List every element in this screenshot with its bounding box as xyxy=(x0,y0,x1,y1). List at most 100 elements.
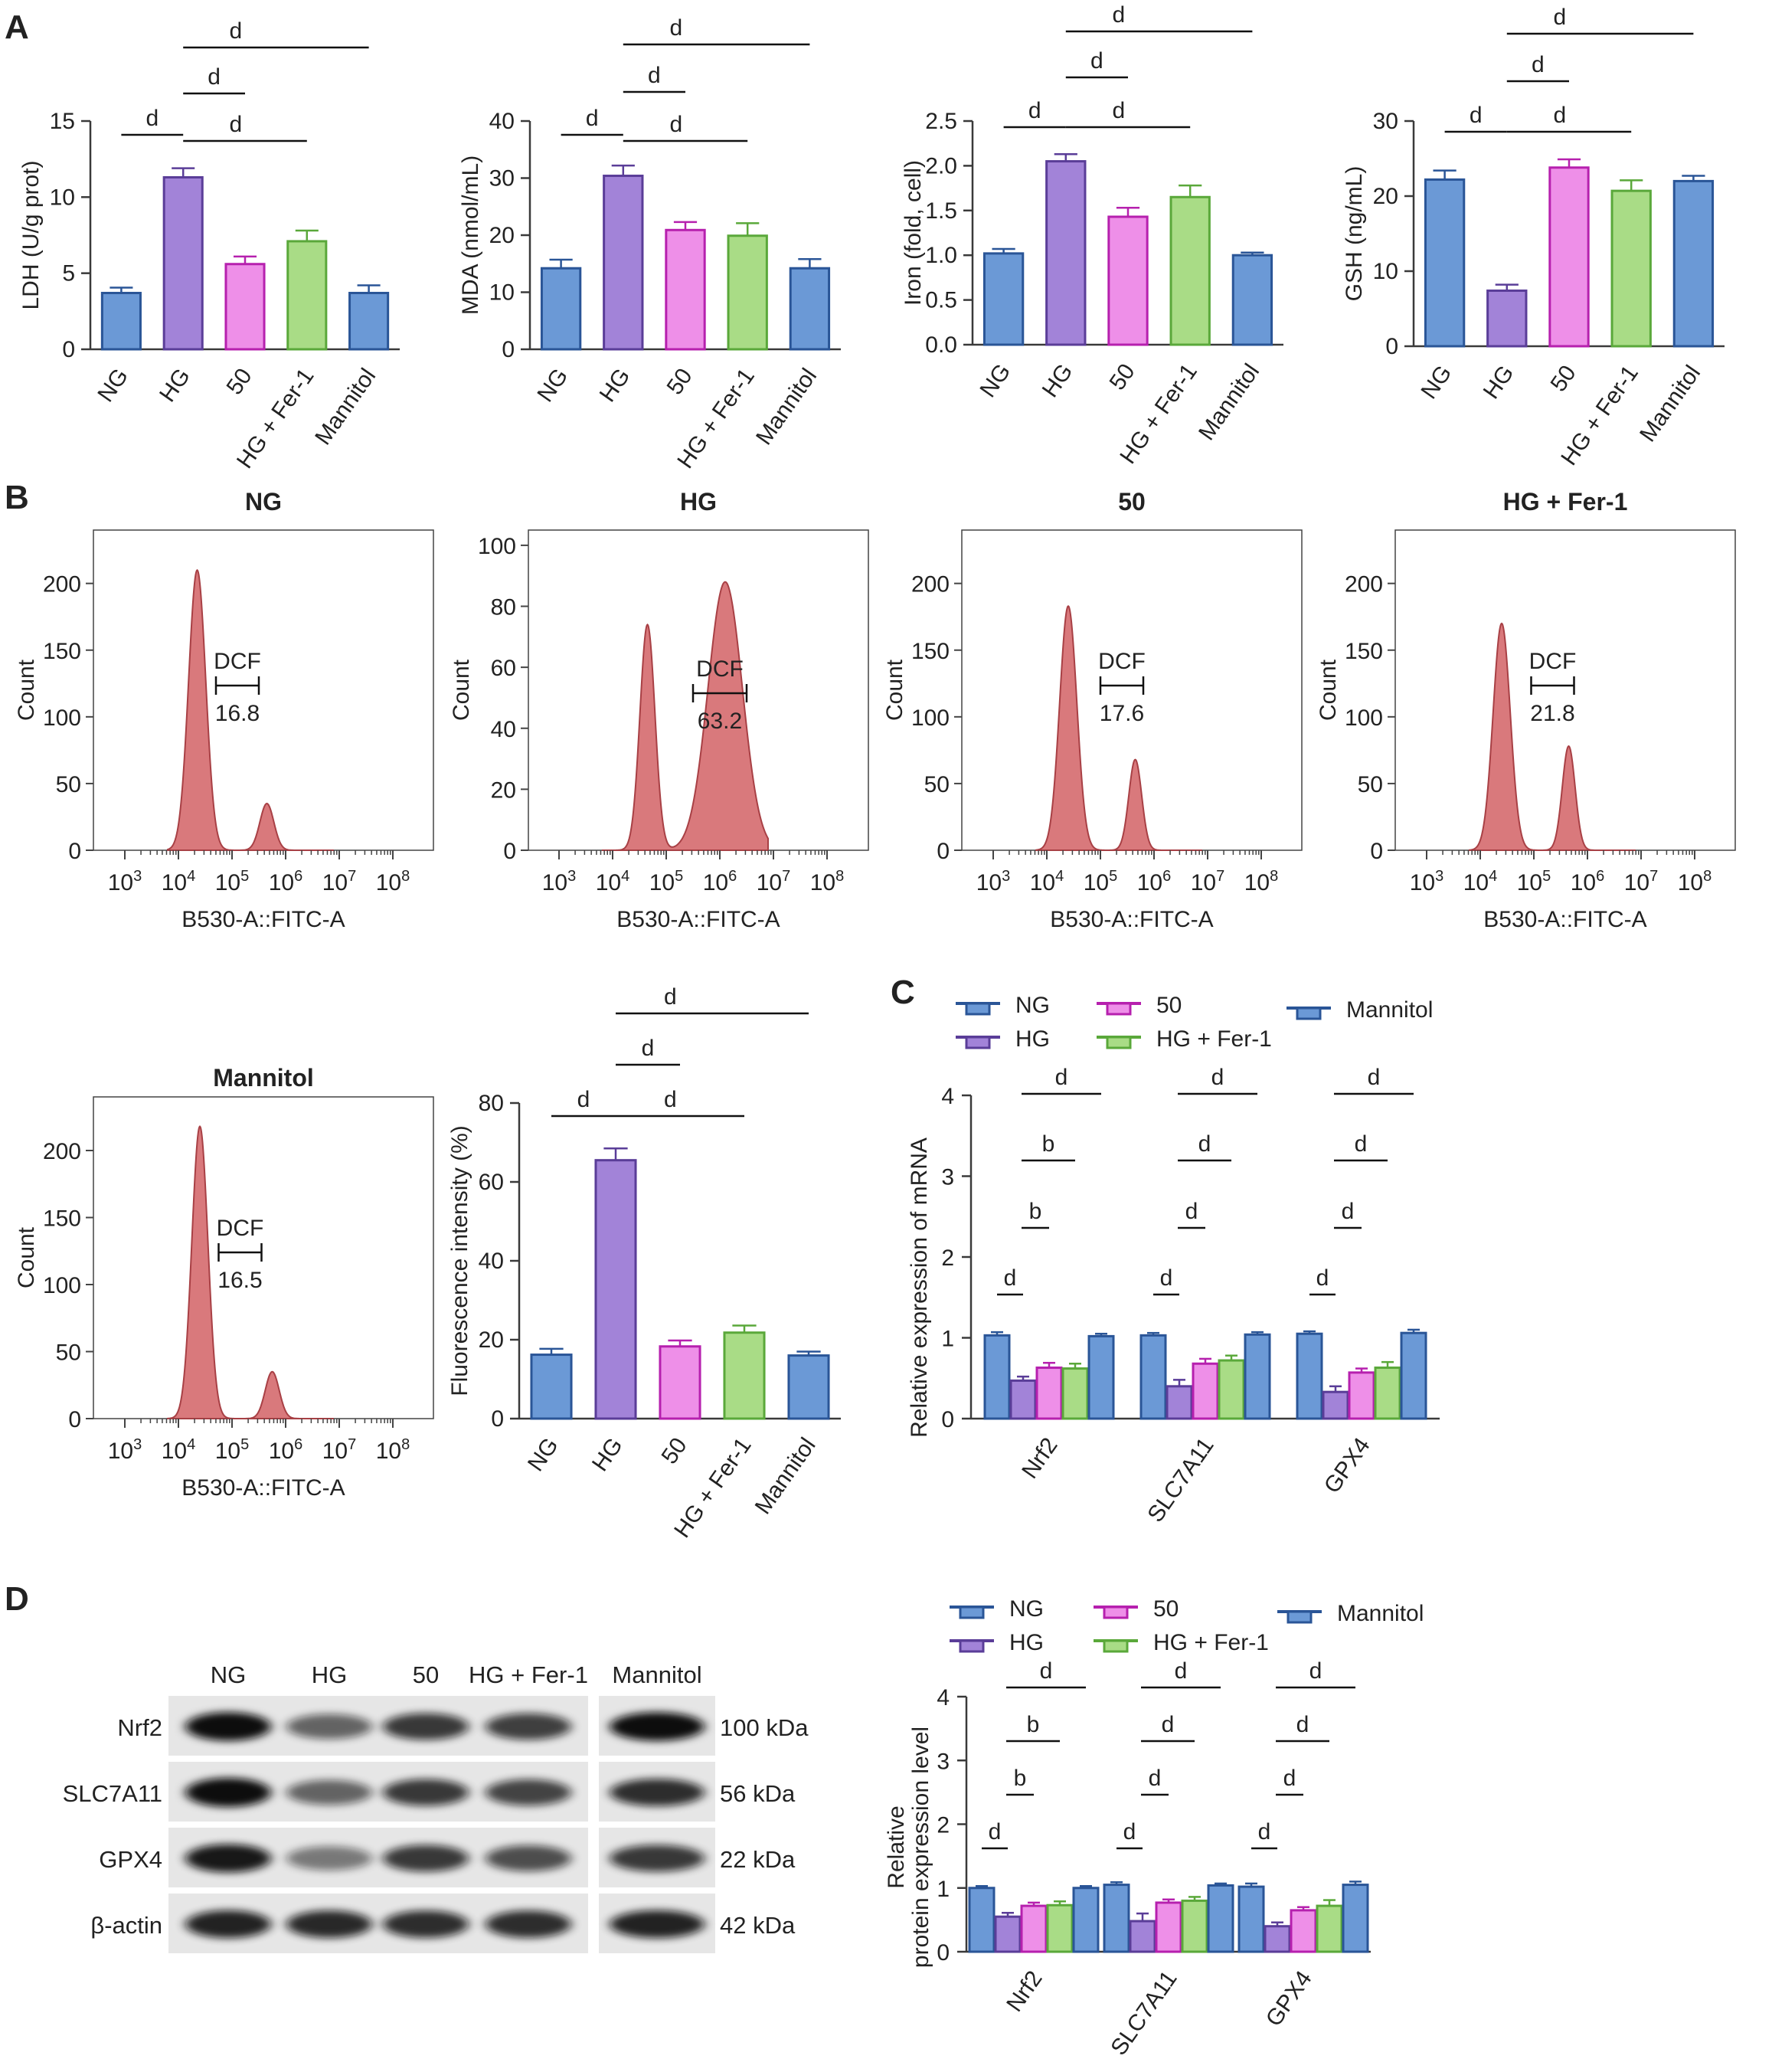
chart-title: 50 xyxy=(1118,488,1146,516)
y-axis-label: MDA (nmol/mL) xyxy=(458,155,483,315)
y-tick-label: 0 xyxy=(62,337,75,362)
bar-slc7a11-hg-fer-1 xyxy=(1218,1359,1245,1420)
band-nrf2-50 xyxy=(383,1713,469,1740)
y-axis-label: Count xyxy=(14,659,39,721)
y-tick-label: 30 xyxy=(489,166,515,191)
y-tick-label: 0.5 xyxy=(925,288,957,313)
x-tick-label: NG xyxy=(523,1433,564,1476)
y-tick-label: 3 xyxy=(937,1749,950,1774)
band-actin-hg xyxy=(286,1910,372,1938)
y-tick-label: 2.5 xyxy=(925,109,957,134)
y-axis-label: Count xyxy=(1316,659,1341,721)
y-tick-label: 0 xyxy=(491,1406,504,1432)
band-nrf2-hg xyxy=(286,1714,372,1740)
y-tick-label: 1.0 xyxy=(925,243,957,268)
y-tick-label: 50 xyxy=(56,1340,81,1366)
bar-hg xyxy=(1486,289,1528,348)
x-tick-label: GPX4 xyxy=(1261,1966,1317,2031)
kda-label: 100 kDa xyxy=(720,1714,809,1741)
y-tick-label: 10 xyxy=(50,185,75,210)
gate-label: DCF xyxy=(214,649,261,674)
significance-label: d xyxy=(1342,1199,1355,1224)
y-tick-label: 0 xyxy=(1385,334,1398,359)
y-tick-label: 10 xyxy=(1373,259,1398,284)
legend-label: NG xyxy=(1015,993,1050,1018)
x-tick-label: SLC7A11 xyxy=(1106,1966,1182,2060)
y-tick-label: 10 xyxy=(489,280,515,306)
bar-ng xyxy=(530,1354,573,1420)
bar-slc7a11-mannitol xyxy=(1244,1333,1271,1420)
plot-frame xyxy=(93,529,434,851)
bar-50 xyxy=(1548,166,1590,348)
y-axis-label: GSH (ng/mL) xyxy=(1342,166,1367,302)
bar-mannitol xyxy=(1672,179,1715,348)
y-tick-label: 0 xyxy=(68,839,81,864)
gate-value: 17.6 xyxy=(1100,701,1144,726)
bar-ng xyxy=(982,252,1025,346)
band-slc7a11-hg xyxy=(286,1779,372,1805)
x-tick-label: 105 xyxy=(215,1436,250,1464)
bar-nrf2-50 xyxy=(1020,1904,1048,1953)
bar-hg-fer-1 xyxy=(1610,189,1652,348)
significance-label: d xyxy=(648,63,661,88)
y-tick-label: 100 xyxy=(478,534,516,559)
x-tick-label: NG xyxy=(1416,361,1457,404)
legend-label: HG xyxy=(1009,1630,1044,1655)
gate-value: 63.2 xyxy=(698,709,742,734)
y-tick-label: 60 xyxy=(479,1170,504,1195)
y-tick-label: 20 xyxy=(1373,184,1398,209)
x-tick-label: NG xyxy=(93,364,133,407)
significance-label: d xyxy=(1175,1658,1188,1684)
significance-label: d xyxy=(1149,1766,1162,1791)
significance-label: d xyxy=(230,18,243,44)
bar-nrf2-mannitol xyxy=(1087,1334,1115,1420)
significance-label: d xyxy=(1028,98,1041,123)
significance-label: d xyxy=(1112,2,1125,28)
y-tick-label: 20 xyxy=(479,1327,504,1353)
chart-title: HG xyxy=(680,488,717,516)
bar-hg xyxy=(162,176,204,351)
lane-label: NG xyxy=(211,1661,247,1688)
y-tick-label: 15 xyxy=(50,109,75,134)
bar-ng xyxy=(1424,178,1466,348)
significance-label: d xyxy=(669,112,682,137)
significance-label: d xyxy=(208,64,221,90)
x-tick-label: 105 xyxy=(215,868,250,895)
bar-hg-fer-1 xyxy=(727,234,768,351)
x-tick-label: HG xyxy=(1038,359,1078,402)
bar-mannitol xyxy=(348,291,390,351)
significance-label: d xyxy=(664,984,677,1010)
panel-label-a: A xyxy=(5,8,29,46)
protein-label: Nrf2 xyxy=(117,1714,162,1741)
legend-label: HG xyxy=(1015,1026,1050,1052)
band-actin-mannitol xyxy=(610,1910,705,1939)
y-tick-label: 100 xyxy=(1345,705,1383,731)
protein-label: GPX4 xyxy=(99,1846,162,1873)
histogram-area xyxy=(602,581,769,851)
bar-gpx4-hg-fer-1 xyxy=(1316,1904,1343,1953)
x-axis-label: B530-A::FITC-A xyxy=(181,907,345,932)
y-tick-label: 0 xyxy=(937,1940,950,1966)
chart-title: HG + Fer-1 xyxy=(1503,488,1628,516)
bar-gpx4-ng xyxy=(1296,1332,1323,1420)
band-actin-hg-fer-1 xyxy=(486,1910,571,1938)
x-tick-label: 106 xyxy=(1137,868,1172,895)
histogram-area xyxy=(1035,604,1202,851)
y-tick-label: 40 xyxy=(479,1249,504,1274)
y-axis-label: LDH (U/g prot) xyxy=(18,160,44,309)
x-tick-label: HG xyxy=(587,1433,628,1476)
bar-gpx4-hg-fer-1 xyxy=(1374,1367,1401,1420)
x-tick-label: 106 xyxy=(703,868,737,895)
y-tick-label: 200 xyxy=(43,572,81,597)
gate-label: DCF xyxy=(217,1216,264,1241)
y-tick-label: 200 xyxy=(43,1139,81,1164)
significance-label: d xyxy=(1160,1265,1173,1291)
legend-label: 50 xyxy=(1156,993,1182,1018)
x-tick-label: 104 xyxy=(162,868,196,895)
bar-slc7a11-50 xyxy=(1192,1362,1219,1420)
x-tick-label: 50 xyxy=(222,364,257,399)
legend-swatch-box xyxy=(1106,1036,1132,1049)
